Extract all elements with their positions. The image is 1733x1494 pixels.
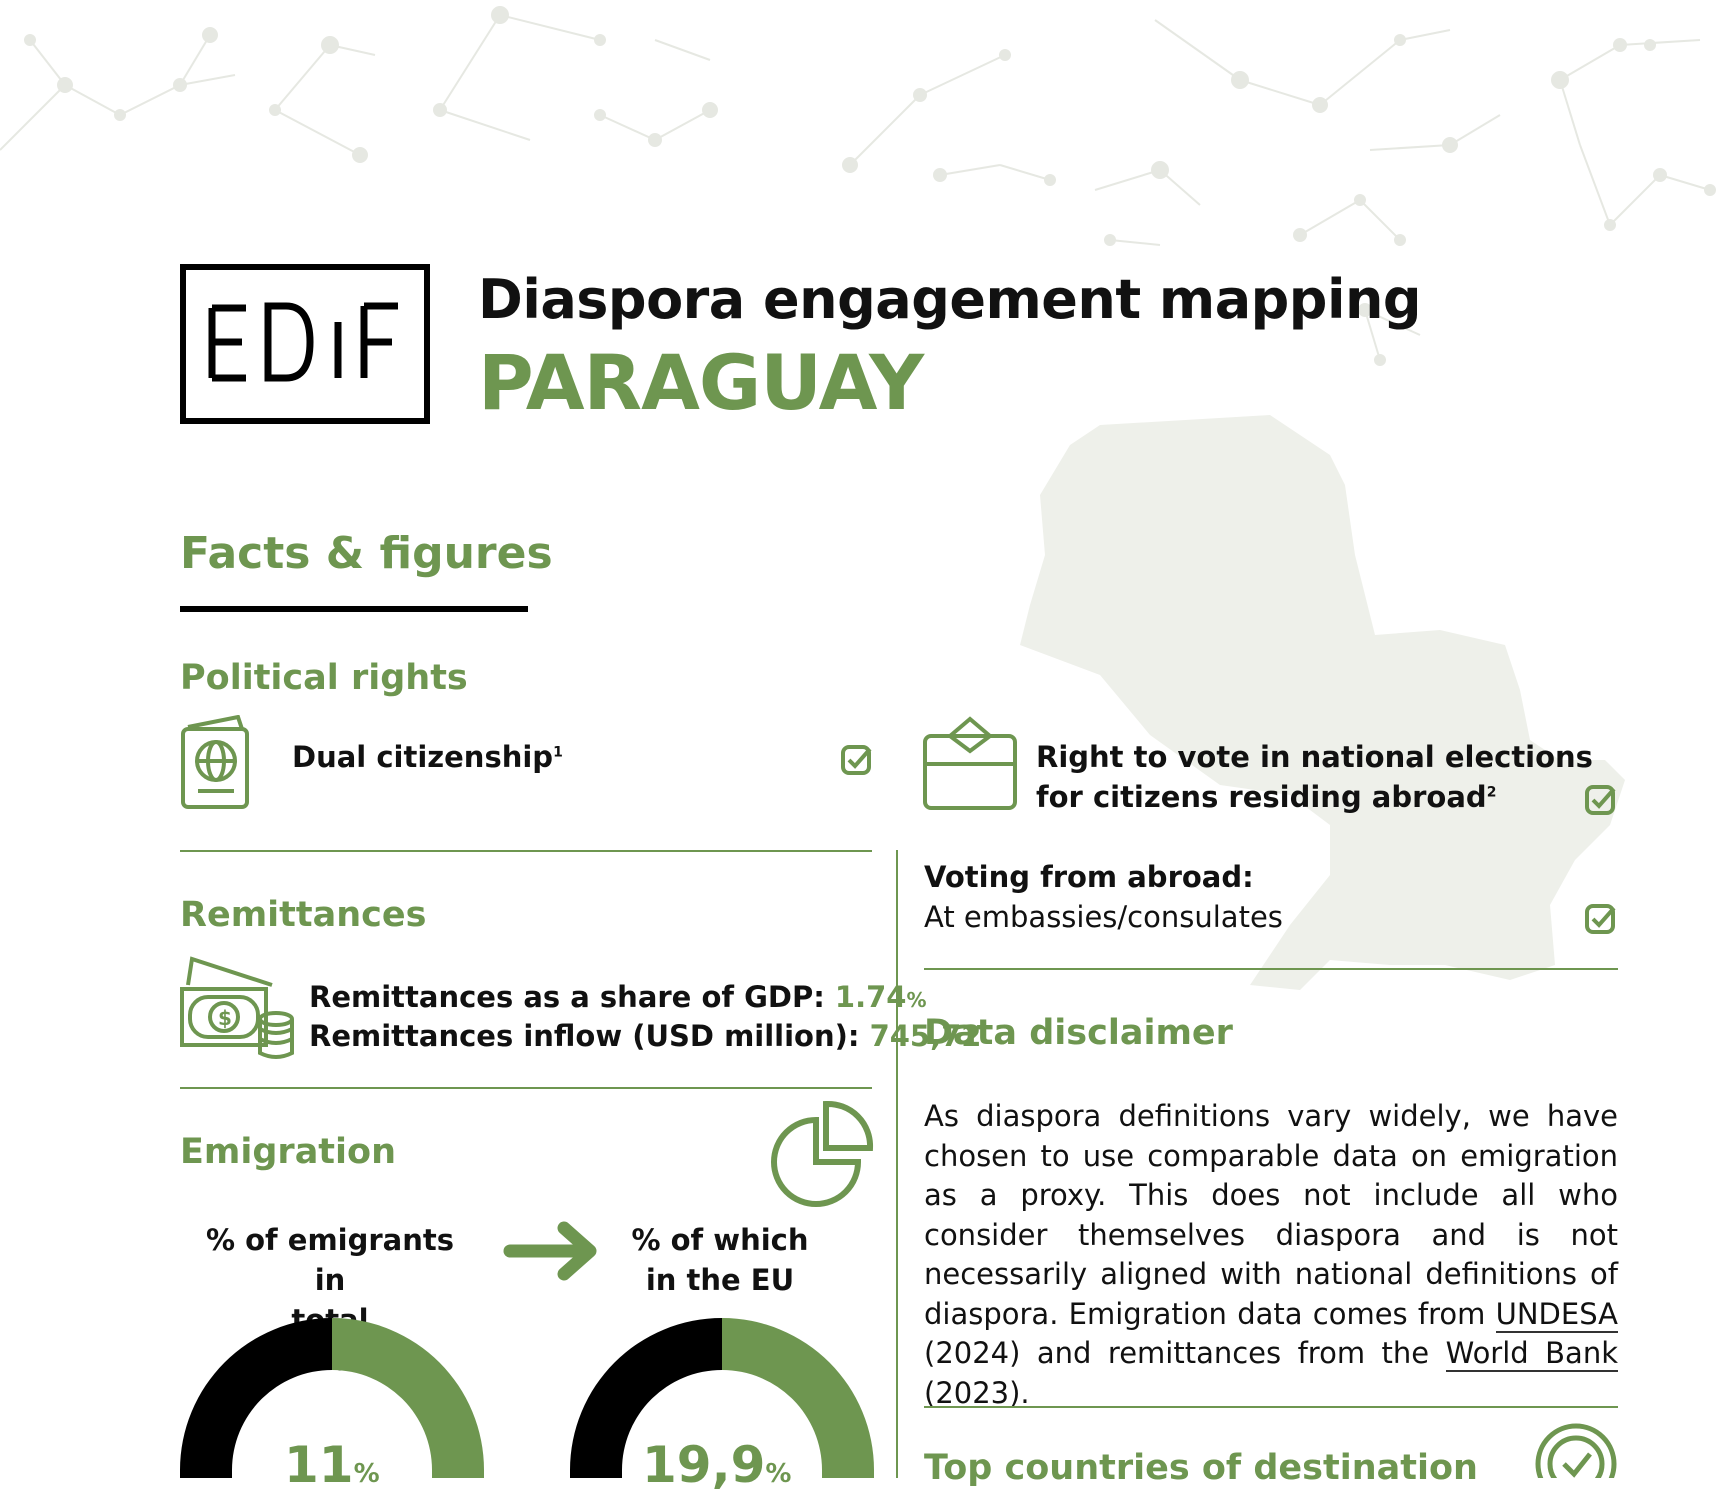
- voting-from-abroad-value: At embassies/consulates: [924, 900, 1283, 934]
- divider: [924, 968, 1618, 970]
- emigrants-eu-donut: [570, 1318, 874, 1478]
- right-to-vote-check-icon: [1585, 785, 1616, 815]
- money-icon: $: [180, 956, 294, 1059]
- country-name: PARAGUAY: [478, 338, 924, 427]
- background-network-pattern: [0, 6, 1716, 366]
- eudif-logo-mark: [208, 302, 398, 382]
- svg-text:$: $: [218, 1006, 232, 1030]
- divider: [180, 1087, 872, 1089]
- dual-citizenship-label: Dual citizenship1: [292, 740, 563, 774]
- data-disclaimer-heading: Data disclaimer: [924, 1013, 1233, 1053]
- column-divider: [896, 850, 898, 1478]
- remittances-inflow: Remittances inflow (USD million): 745,72: [309, 1019, 982, 1053]
- paraguay-map-silhouette: [1020, 415, 1625, 990]
- check-circle-icon: [1535, 1423, 1617, 1478]
- section-title: Facts & figures: [180, 528, 553, 579]
- divider: [180, 850, 872, 852]
- world-bank-link[interactable]: World Bank: [1445, 1336, 1618, 1372]
- undesa-link[interactable]: UNDESA: [1495, 1296, 1618, 1333]
- emigrants-total-value: 11%: [284, 1436, 380, 1494]
- donut-segment-value: [332, 1318, 484, 1478]
- pie-chart-icon: [771, 1100, 874, 1207]
- dual-citizenship-check-icon: [841, 745, 872, 775]
- emigrants-eu-value: 19,9%: [642, 1436, 792, 1494]
- data-disclaimer-text: As diaspora definitions vary widely, we …: [924, 1099, 1618, 1410]
- donut-segment-remaining: [570, 1318, 722, 1478]
- top-countries-heading: Top countries of destination: [924, 1448, 1478, 1488]
- section-title-underline: [180, 606, 528, 612]
- emigrants-eu-label: % of which in the EU: [631, 1223, 809, 1297]
- page-title: Diaspora engagement mapping: [478, 268, 1422, 331]
- voting-from-abroad-check-icon: [1585, 904, 1616, 934]
- ballot-box-icon: [923, 716, 1017, 810]
- donut-segment-value: [722, 1318, 874, 1478]
- emigrants-total-donut: [180, 1318, 484, 1478]
- divider: [924, 1406, 1618, 1408]
- right-to-vote-line2: for citizens residing abroad2: [1036, 780, 1497, 814]
- passport-icon: [181, 715, 249, 809]
- political-rights-heading: Political rights: [180, 658, 468, 698]
- remittances-gdp-share: Remittances as a share of GDP: 1.74%: [309, 980, 927, 1014]
- right-to-vote-line1: Right to vote in national elections: [1036, 740, 1593, 774]
- donut-segment-remaining: [180, 1318, 332, 1478]
- eudif-logo: [180, 264, 430, 424]
- arrow-right-icon: [503, 1221, 597, 1281]
- emigration-heading: Emigration: [180, 1132, 396, 1172]
- voting-from-abroad-label: Voting from abroad:: [924, 860, 1254, 894]
- remittances-heading: Remittances: [180, 895, 427, 935]
